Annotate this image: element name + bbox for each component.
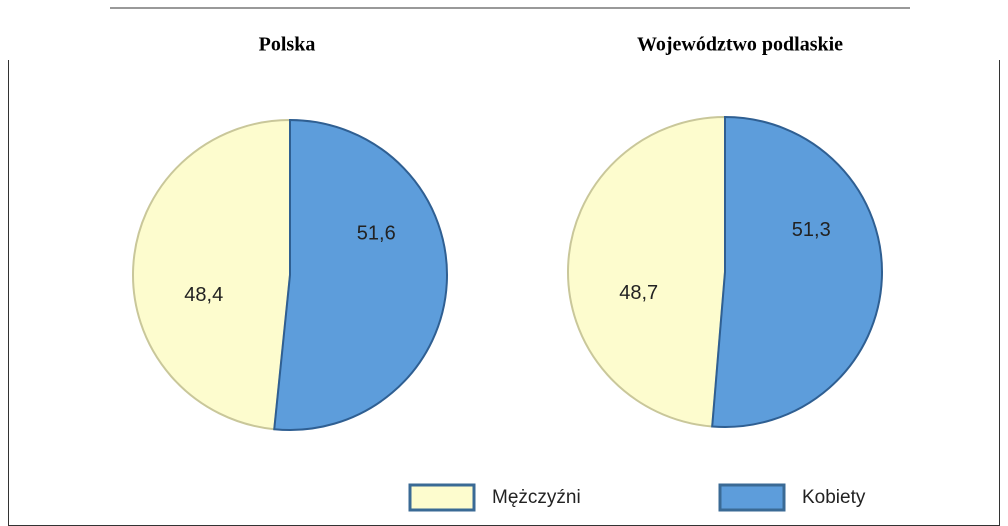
data-label: 51,6 (357, 223, 396, 245)
legend-swatch (408, 483, 476, 512)
pie-slice (273, 118, 448, 431)
chart-title: Województwo podlaskie (637, 34, 843, 56)
pie-slice (567, 115, 726, 428)
chart-title: Polska (259, 34, 316, 56)
pie-slice (711, 115, 883, 428)
legend-swatch (718, 483, 786, 512)
data-label: 48,4 (184, 284, 223, 306)
data-label: 48,7 (619, 282, 658, 304)
pie-slice (132, 118, 291, 431)
legend-label: Mężczyźni (492, 487, 581, 508)
legend-label: Kobiety (802, 487, 866, 508)
data-label: 51,3 (792, 219, 831, 241)
